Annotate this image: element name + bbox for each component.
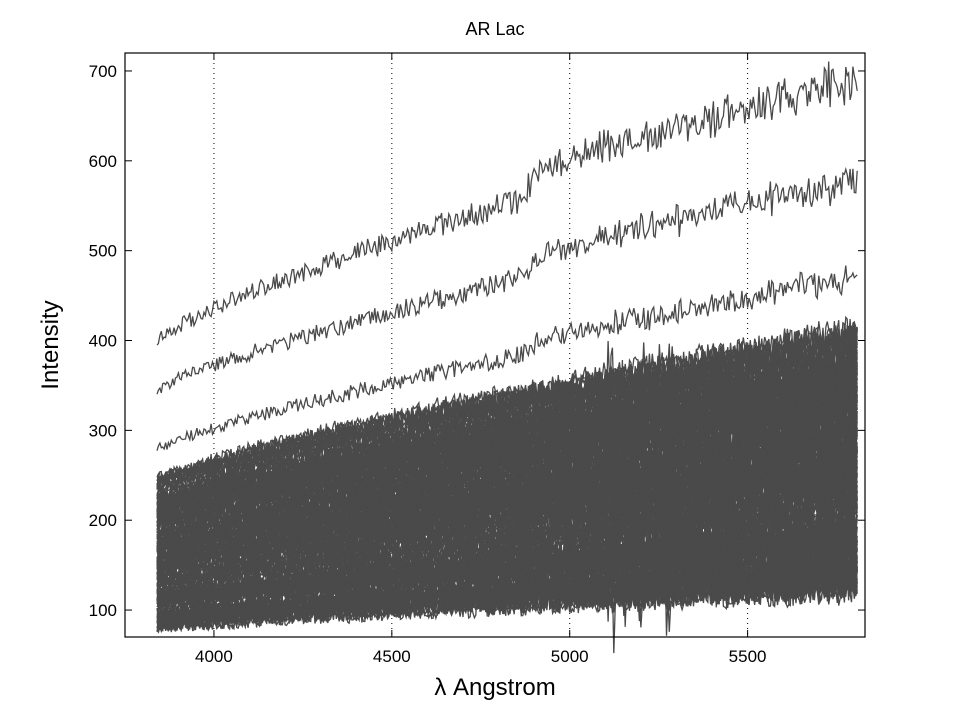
spectrum-line-12 — [156, 402, 858, 542]
band-spectrum-line — [156, 495, 858, 603]
spectrum-line-11 — [156, 392, 858, 534]
spectrum-line-30 — [156, 573, 858, 632]
spectrum-line-1 — [156, 61, 858, 346]
spectrum-line-3 — [156, 265, 858, 451]
spectrum-line-8 — [156, 365, 858, 511]
x-tick-label: 4000 — [195, 647, 233, 666]
spectra-lines — [156, 61, 858, 654]
spectrum-line-28 — [156, 527, 858, 626]
spectrum-line-10 — [156, 382, 858, 525]
y-tick-label: 400 — [89, 332, 117, 351]
spectrum-line-19 — [156, 466, 858, 580]
y-tick-label: 300 — [89, 421, 117, 440]
x-tick-label: 5500 — [729, 647, 767, 666]
chart-title: AR Lac — [465, 19, 524, 39]
plot-axes-frame — [124, 52, 866, 638]
spectrum-line-9 — [156, 376, 858, 521]
spectrum-line-24 — [156, 504, 858, 608]
y-tick-label: 100 — [89, 601, 117, 620]
x-axis-label: λ Angstrom — [434, 674, 555, 701]
y-tick-label: 500 — [89, 242, 117, 261]
spectrum-line-4 — [156, 327, 858, 482]
spectrum-line-15 — [156, 427, 858, 558]
y-tick-label: 200 — [89, 511, 117, 530]
spectrum-line-26 — [156, 535, 858, 618]
spectrum-line-2 — [156, 166, 858, 395]
y-tick-label: 600 — [89, 152, 117, 171]
spectrum-line-23 — [156, 492, 858, 604]
y-tick-label: 700 — [89, 62, 117, 81]
spectrum-line-17 — [156, 444, 858, 569]
spectrum-line-5 — [156, 337, 858, 491]
y-axis-label: Intensity — [37, 300, 64, 389]
band-spectrum-line — [156, 569, 858, 633]
spectrum-line-20 — [156, 474, 858, 588]
axis-ticks: 4000 4500 5000 5500 100 200 300 400 500 600 700 — [89, 53, 865, 666]
spectrum-line-21 — [156, 486, 858, 595]
spectrum-line-6 — [156, 346, 858, 497]
x-tick-label: 5000 — [551, 647, 589, 666]
x-tick-label: 4500 — [373, 647, 411, 666]
